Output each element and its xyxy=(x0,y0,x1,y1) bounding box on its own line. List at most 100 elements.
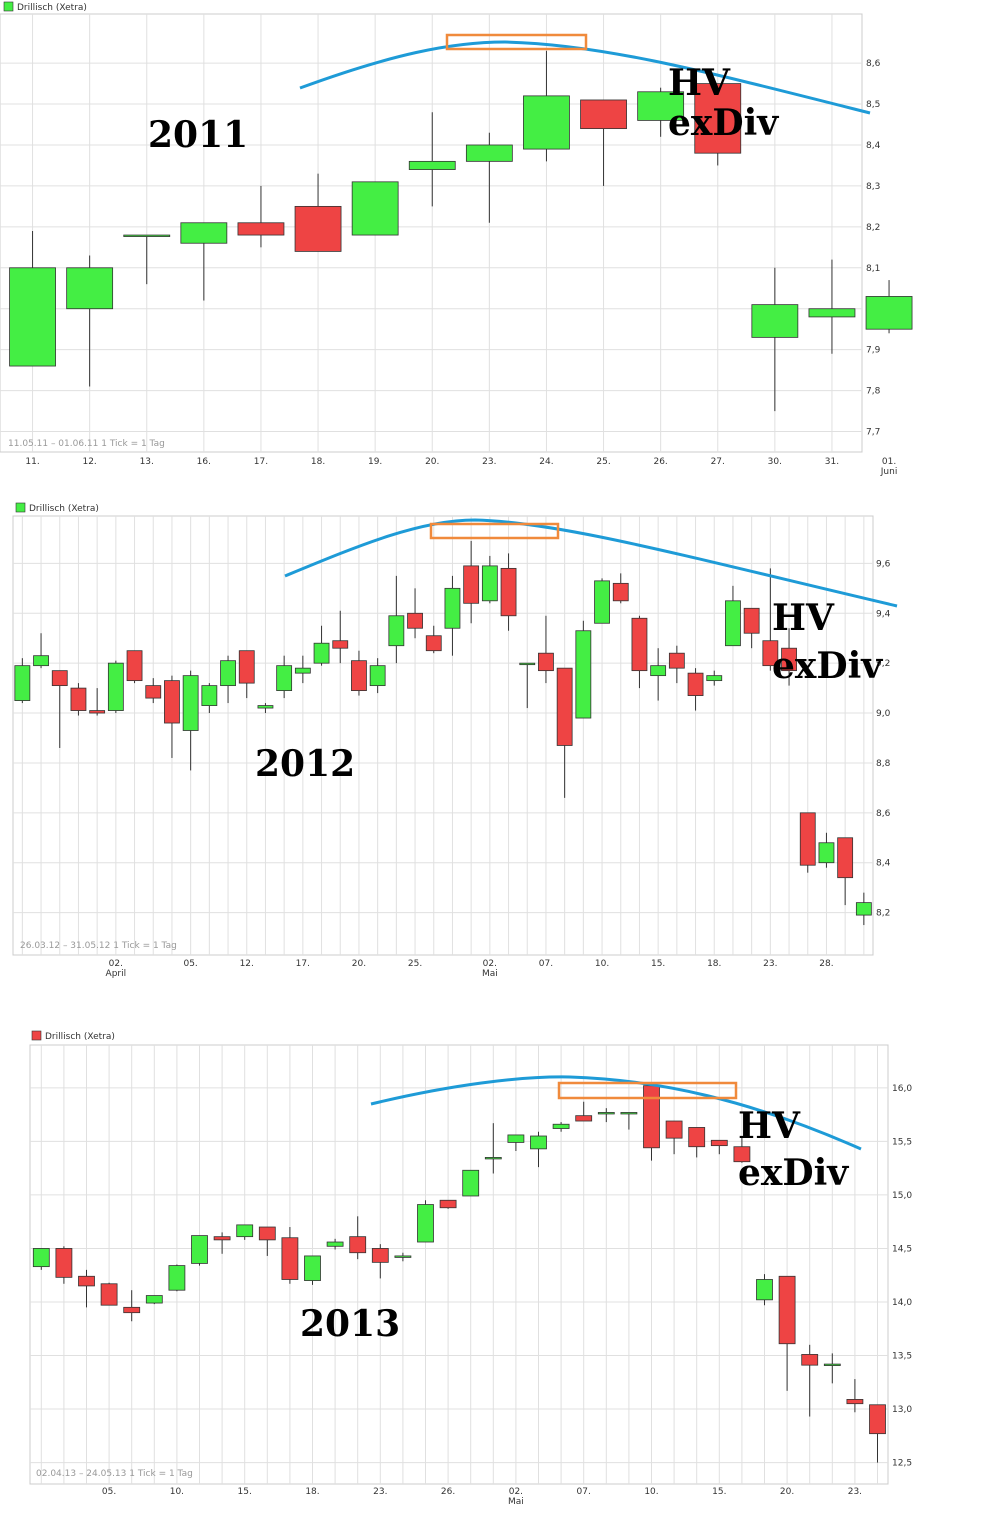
x-tick-sublabel: Juni xyxy=(880,467,898,477)
x-tick-label: 02. xyxy=(509,1487,523,1497)
candle-body-up xyxy=(201,685,218,706)
y-tick-label: 14,5 xyxy=(892,1244,912,1254)
candle-body-up xyxy=(444,587,461,629)
candle xyxy=(846,1379,864,1413)
candle-body-up xyxy=(594,580,610,624)
candle-body-up xyxy=(855,902,872,916)
x-tick-label: 25. xyxy=(408,959,422,969)
candle xyxy=(126,650,143,684)
candle-body-down xyxy=(439,1199,457,1209)
candle xyxy=(733,1136,751,1163)
candle-body-up xyxy=(145,1295,163,1304)
candle-body-down xyxy=(258,1226,276,1241)
candle xyxy=(369,658,386,694)
x-tick-label: 15. xyxy=(651,959,665,969)
x-tick-label: 20. xyxy=(425,457,439,467)
candle xyxy=(725,585,741,647)
candle xyxy=(869,1404,886,1463)
chart-2013: 16,0 15,5 15,0 14,5 14,0 13,5 13,0 12,5 05. 10. 15… xyxy=(29,1030,912,1507)
x-tick-label: 15. xyxy=(712,1487,726,1497)
annotation-exdiv: exDiv xyxy=(668,102,779,144)
candle xyxy=(665,1120,683,1155)
candle-body-down xyxy=(123,1306,141,1314)
range-info: 02.04.13 – 24.05.13 1 Tick = 1 Tag xyxy=(36,1469,193,1479)
y-tick-label: 8,4 xyxy=(866,141,881,151)
candle-body-up xyxy=(462,1169,480,1197)
candle xyxy=(304,1255,321,1285)
x-tick-label: 12. xyxy=(82,457,96,467)
candle xyxy=(538,615,554,684)
x-tick-sublabel: Mai xyxy=(482,969,498,979)
candle-body-down xyxy=(781,647,797,672)
candle xyxy=(182,670,199,771)
annotation-hv: HV xyxy=(772,597,835,639)
candle-body-up xyxy=(484,1157,502,1160)
annotation-exdiv: exDiv xyxy=(772,645,883,687)
candle xyxy=(751,267,799,412)
chart-2012: 9,6 9,4 9,2 9,0 8,8 8,6 8,4 8,2 02. 05. 12. 17. 20. 2… xyxy=(12,502,898,979)
highlight-box xyxy=(429,522,560,540)
x-tick-label: 17. xyxy=(296,959,310,969)
candle xyxy=(519,662,536,709)
candle xyxy=(394,1252,412,1262)
candle-body-down xyxy=(78,1275,95,1287)
legend-label: Drillisch (Xetra) xyxy=(17,3,87,13)
candle-body-up xyxy=(14,665,31,701)
candle xyxy=(425,625,442,654)
candle-body-down xyxy=(869,1404,886,1435)
y-tick-label: 8,5 xyxy=(866,100,880,110)
candle-body-up xyxy=(865,296,913,330)
candle xyxy=(694,83,742,166)
x-tick-label: 24. xyxy=(539,457,553,467)
candle xyxy=(236,1224,254,1240)
candle-body-down xyxy=(51,670,68,687)
candle-body-down xyxy=(801,1354,819,1366)
candle xyxy=(556,667,573,798)
candle-body-up xyxy=(276,665,293,692)
annotation-hv: HV xyxy=(738,1105,801,1147)
candle-body-down xyxy=(463,565,480,604)
candle-body-down xyxy=(89,710,106,714)
candle-body-down xyxy=(837,837,854,879)
candle xyxy=(575,1101,593,1122)
year-label: 2012 xyxy=(255,743,355,785)
candle xyxy=(597,1108,615,1123)
legend-label: Drillisch (Xetra) xyxy=(45,1032,115,1042)
candle xyxy=(213,1232,231,1254)
x-tick-label: 18. xyxy=(311,457,325,467)
candle xyxy=(276,655,293,699)
candle-body-up xyxy=(394,1255,412,1258)
candle-body-down xyxy=(371,1248,389,1263)
candle xyxy=(9,230,56,367)
candle xyxy=(168,1264,186,1292)
candle xyxy=(668,645,685,684)
candle-body-down xyxy=(580,99,627,130)
highlight-box xyxy=(445,33,588,51)
x-tick-label: 07. xyxy=(577,1487,591,1497)
candle-body-down xyxy=(694,83,742,154)
candle-body-down xyxy=(145,685,162,699)
candle-body-up xyxy=(620,1112,638,1115)
x-tick-label: 23. xyxy=(373,1487,387,1497)
candle xyxy=(799,812,816,873)
candle xyxy=(500,553,517,631)
candle xyxy=(781,628,797,686)
y-tick-label: 14,0 xyxy=(892,1298,912,1308)
candle-body-up xyxy=(519,662,536,666)
candle xyxy=(408,112,456,207)
candle-body-up xyxy=(706,675,723,682)
candle-body-up xyxy=(523,95,570,150)
candle-body-up xyxy=(388,615,405,647)
x-tick-label: 18. xyxy=(305,1487,319,1497)
candle xyxy=(463,540,480,624)
candle xyxy=(164,675,180,758)
x-tick-label: 05. xyxy=(183,959,197,969)
y-tick-label: 7,9 xyxy=(866,346,881,356)
candle-body-down xyxy=(612,582,629,602)
candle xyxy=(51,670,68,748)
candle-body-down xyxy=(126,650,143,682)
year-label: 2011 xyxy=(148,114,248,156)
candle xyxy=(620,1112,638,1130)
x-tick-sublabel: Mai xyxy=(508,1497,524,1507)
